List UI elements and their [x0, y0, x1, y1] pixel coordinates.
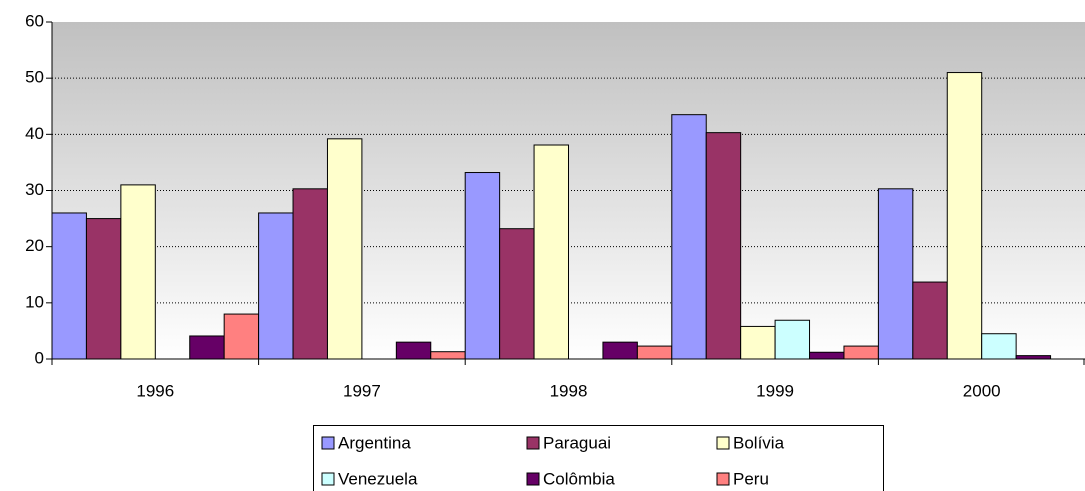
y-tick-label: 10 — [25, 292, 44, 311]
bar — [292, 188, 328, 360]
legend-label: Argentina — [338, 433, 411, 452]
bar — [430, 351, 466, 360]
y-tick-label: 40 — [25, 124, 44, 143]
legend-label: Colômbia — [543, 469, 615, 488]
bar — [51, 212, 87, 360]
bar — [705, 132, 742, 360]
bar — [809, 351, 845, 360]
legend-swatch — [716, 472, 730, 486]
bar — [843, 345, 879, 360]
bar — [499, 228, 535, 360]
legend-swatch — [526, 436, 540, 450]
bar — [946, 72, 983, 360]
x-tick-label: 2000 — [963, 381, 1001, 400]
bar — [85, 218, 122, 360]
bar — [464, 172, 501, 360]
bar — [395, 341, 432, 360]
bar — [258, 212, 294, 360]
bar — [189, 335, 225, 360]
legend-label: Paraguai — [543, 433, 611, 452]
y-tick-label: 30 — [25, 180, 44, 199]
bar — [533, 144, 569, 360]
y-tick-label: 50 — [25, 68, 44, 87]
y-tick-label: 0 — [35, 348, 44, 367]
bar — [636, 345, 673, 360]
bar — [120, 184, 156, 360]
legend-swatch — [526, 472, 540, 486]
x-tick-label: 1999 — [756, 381, 794, 400]
legend-label: Bolívia — [733, 433, 785, 452]
legend-label: Peru — [733, 469, 769, 488]
bar — [774, 319, 811, 360]
y-tick-label: 60 — [25, 11, 44, 30]
legend — [313, 425, 884, 491]
x-tick-label: 1998 — [550, 381, 588, 400]
bar — [981, 333, 1017, 360]
bar — [223, 313, 260, 360]
bar — [912, 281, 948, 360]
bar — [877, 188, 914, 360]
x-tick-label: 1996 — [136, 381, 174, 400]
legend-swatch — [716, 436, 730, 450]
bar — [671, 114, 707, 360]
bar — [326, 138, 363, 360]
legend-label: Venezuela — [338, 469, 418, 488]
bar — [602, 341, 638, 360]
bar — [1015, 355, 1052, 360]
legend-swatch — [321, 436, 335, 450]
x-tick-label: 1997 — [343, 381, 381, 400]
legend-swatch — [321, 472, 335, 486]
bar — [740, 325, 776, 360]
y-tick-label: 20 — [25, 236, 44, 255]
